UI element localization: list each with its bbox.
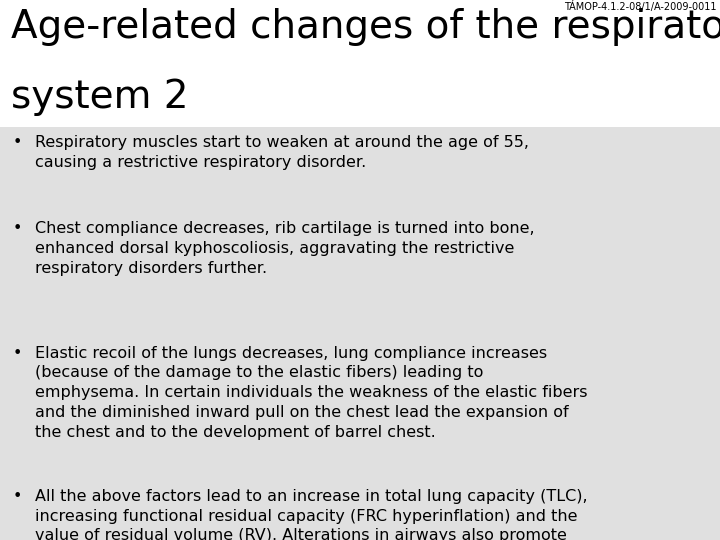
Text: •: • [13,135,22,150]
Text: Age-related changes of the respiratory: Age-related changes of the respiratory [11,8,720,46]
FancyBboxPatch shape [0,0,720,127]
FancyBboxPatch shape [0,127,720,540]
Text: Elastic recoil of the lungs decreases, lung compliance increases
(because of the: Elastic recoil of the lungs decreases, l… [35,346,587,440]
Text: system 2: system 2 [11,78,189,116]
Text: Chest compliance decreases, rib cartilage is turned into bone,
enhanced dorsal k: Chest compliance decreases, rib cartilag… [35,221,534,276]
Text: •: • [13,221,22,237]
Text: •: • [13,346,22,361]
Text: •: • [13,489,22,504]
Text: Respiratory muscles start to weaken at around the age of 55,
causing a restricti: Respiratory muscles start to weaken at a… [35,135,528,170]
Text: All the above factors lead to an increase in total lung capacity (TLC),
increasi: All the above factors lead to an increas… [35,489,588,540]
Text: TÁMOP-4.1.2-08/1/A-2009-0011: TÁMOP-4.1.2-08/1/A-2009-0011 [564,1,716,12]
